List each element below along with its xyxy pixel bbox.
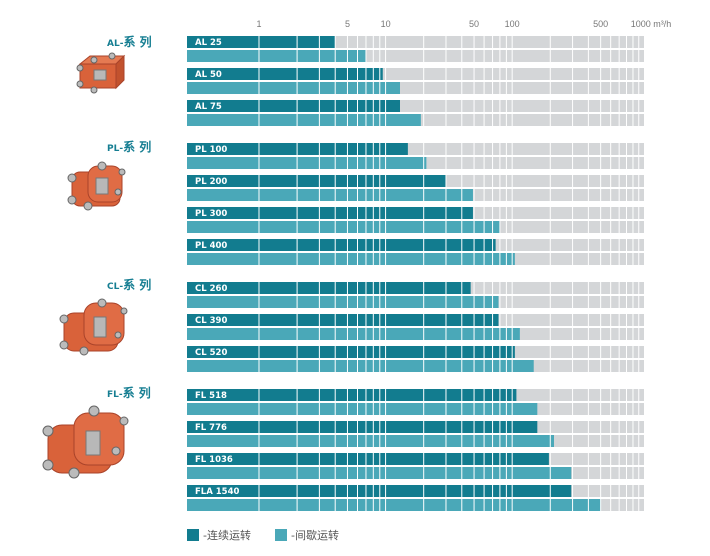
bar-continuous bbox=[187, 36, 336, 48]
series-label-al: AL-系 列 bbox=[107, 35, 152, 49]
bar-intermittent bbox=[187, 50, 366, 62]
legend-swatch-continuous bbox=[187, 529, 199, 541]
bar-intermittent bbox=[187, 403, 538, 415]
bar-intermittent bbox=[187, 189, 473, 201]
x-tick-label: 100 bbox=[505, 19, 520, 29]
model-label: PL 100 bbox=[195, 145, 227, 155]
x-tick-label: 500 bbox=[593, 19, 608, 29]
bar-continuous bbox=[187, 485, 572, 497]
legend-swatch-intermittent bbox=[274, 529, 287, 541]
bar-continuous bbox=[187, 175, 446, 187]
x-tick-label: 1000 m³/h bbox=[631, 19, 672, 29]
bar-continuous bbox=[187, 68, 383, 80]
bar-intermittent bbox=[187, 435, 554, 447]
bar-intermittent bbox=[187, 221, 500, 233]
cl-pump-image bbox=[59, 298, 128, 356]
model-label: FL 776 bbox=[195, 423, 227, 433]
model-label: CL 390 bbox=[195, 316, 227, 326]
model-label: AL 25 bbox=[195, 38, 222, 48]
bar-intermittent bbox=[187, 157, 427, 169]
x-tick-label: 10 bbox=[381, 19, 391, 29]
series-label-fl: FL-系 列 bbox=[107, 386, 151, 400]
model-label: CL 520 bbox=[195, 348, 227, 358]
bar-intermittent bbox=[187, 253, 515, 265]
bar-intermittent bbox=[187, 328, 520, 340]
model-label: FLA 1540 bbox=[195, 487, 240, 497]
series-label-cl: CL-系 列 bbox=[107, 278, 152, 292]
bar-intermittent bbox=[187, 467, 572, 479]
bar-intermittent bbox=[187, 360, 534, 372]
model-label: PL 400 bbox=[195, 241, 227, 251]
model-label: AL 75 bbox=[195, 102, 222, 112]
pl-pump-image bbox=[67, 161, 126, 211]
bar-continuous bbox=[187, 389, 517, 401]
x-tick-label: 1 bbox=[256, 19, 261, 29]
legend-item-intermittent: -间歇运转 bbox=[274, 527, 339, 543]
bar-continuous bbox=[187, 282, 471, 294]
bar-continuous bbox=[187, 453, 549, 465]
model-label: AL 50 bbox=[195, 70, 222, 80]
model-label: CL 260 bbox=[195, 284, 227, 294]
series-label-pl: PL-系 列 bbox=[107, 140, 152, 154]
bar-continuous bbox=[187, 100, 401, 112]
fl-pump-image bbox=[42, 405, 129, 479]
model-label: FL 518 bbox=[195, 391, 227, 401]
legend: -连续运转 -间歇运转 bbox=[187, 527, 357, 543]
model-label: FL 1036 bbox=[195, 455, 233, 465]
al-pump-image bbox=[76, 52, 126, 94]
bar-intermittent bbox=[187, 296, 499, 308]
x-tick-label: 50 bbox=[469, 19, 479, 29]
bar-intermittent bbox=[187, 499, 601, 511]
legend-item-continuous: -连续运转 bbox=[187, 527, 251, 543]
bar-continuous bbox=[187, 207, 473, 219]
bar-intermittent bbox=[187, 82, 401, 94]
model-label: PL 300 bbox=[195, 209, 227, 219]
bar-continuous bbox=[187, 346, 515, 358]
bar-intermittent bbox=[187, 114, 421, 126]
bar-continuous bbox=[187, 421, 538, 433]
x-tick-label: 5 bbox=[345, 19, 350, 29]
model-label: PL 200 bbox=[195, 177, 227, 187]
bar-continuous bbox=[187, 314, 499, 326]
bar-continuous bbox=[187, 239, 496, 251]
